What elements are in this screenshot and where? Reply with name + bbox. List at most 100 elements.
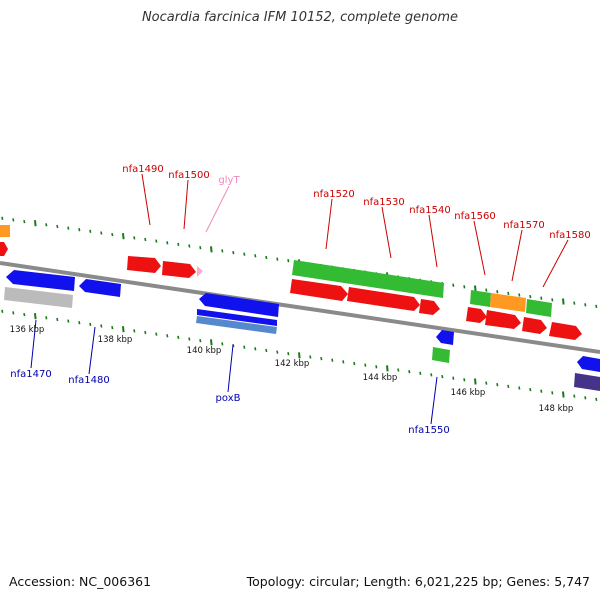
inner-tick xyxy=(89,322,92,327)
inner-tick xyxy=(452,376,455,380)
gene-nfa1500[interactable] xyxy=(162,261,196,278)
outer-tick xyxy=(518,293,521,297)
inner-tick xyxy=(199,339,202,343)
inner-tick xyxy=(67,319,70,323)
gene-steel[interactable] xyxy=(196,316,277,334)
scale-label-148: 148 kbp xyxy=(539,404,574,414)
scale-label-142: 142 kbp xyxy=(275,359,310,369)
gene-poxb[interactable] xyxy=(199,293,279,317)
outer-tick xyxy=(507,291,510,296)
outer-tick xyxy=(232,250,235,255)
inner-tick xyxy=(375,365,378,369)
gene-green-small[interactable] xyxy=(432,347,450,363)
outer-tick xyxy=(265,255,268,260)
outer-tick xyxy=(276,257,279,261)
outer-tick xyxy=(122,233,125,240)
outer-tick xyxy=(540,296,543,300)
inner-tick xyxy=(342,360,345,364)
inner-tick xyxy=(419,371,422,375)
gene-nfa1560[interactable] xyxy=(466,307,487,323)
inner-tick xyxy=(221,342,224,346)
inner-tick xyxy=(309,355,312,359)
outer-tick xyxy=(199,246,202,250)
inner-tick xyxy=(441,374,444,379)
outer-tick xyxy=(23,219,26,224)
scale-label-146: 146 kbp xyxy=(451,388,486,398)
inner-tick xyxy=(463,378,466,382)
label-nfa1570: nfa1570 xyxy=(503,220,544,231)
inner-tick xyxy=(155,332,158,336)
outer-tick xyxy=(188,244,191,248)
inner-tick xyxy=(111,325,114,330)
outer-tick xyxy=(34,220,37,227)
inner-tick xyxy=(430,373,433,377)
gene-nfa1570[interactable] xyxy=(485,310,521,329)
outer-tick xyxy=(221,249,224,253)
label-nfa1540: nfa1540 xyxy=(409,205,450,216)
inner-tick xyxy=(287,352,290,356)
gene-glyt[interactable] xyxy=(197,266,203,277)
gene-nfa1540[interactable] xyxy=(419,299,440,315)
inner-tick xyxy=(254,347,257,351)
outer-tick xyxy=(452,283,455,287)
inner-tick xyxy=(474,378,477,385)
label-nfa1550: nfa1550 xyxy=(408,425,449,436)
gene-nfa1480[interactable] xyxy=(79,279,121,297)
gene-green-long[interactable] xyxy=(292,260,444,298)
accession-text: Accession: NC_006361 xyxy=(9,574,152,589)
inner-tick xyxy=(45,316,48,320)
inner-tick xyxy=(166,334,169,338)
inner-tick xyxy=(331,358,334,362)
gene-nfa1520[interactable] xyxy=(290,279,348,301)
gene-nfa1580-b[interactable] xyxy=(549,322,582,340)
label-nfa1560: nfa1560 xyxy=(454,211,495,222)
map-title: Nocardia farcinica IFM 10152, complete g… xyxy=(141,10,459,25)
outer-tick xyxy=(562,298,565,305)
inner-tick xyxy=(529,387,532,392)
outer-tick xyxy=(254,254,257,258)
gene-nfa1470[interactable] xyxy=(6,270,75,291)
outer-tick xyxy=(89,229,92,233)
inner-tick xyxy=(276,350,279,354)
gene-nfa1530[interactable] xyxy=(347,287,420,311)
inner-tick xyxy=(122,326,125,333)
inner-tick xyxy=(562,391,565,398)
gene-orange-edge[interactable] xyxy=(0,225,10,237)
outer-tick xyxy=(155,239,158,243)
label-nfa1480: nfa1480 xyxy=(68,375,109,386)
outer-tick xyxy=(474,285,477,292)
outer-tick xyxy=(133,236,136,240)
label-nfa1530: nfa1530 xyxy=(363,197,404,208)
gene-nfa1550[interactable] xyxy=(436,330,454,345)
gene-nfa1580-a[interactable] xyxy=(522,317,547,334)
gene-navy-edge[interactable] xyxy=(574,373,600,391)
gene-green-a[interactable] xyxy=(470,290,491,307)
gene-green-b[interactable] xyxy=(526,299,552,317)
scale-label-144: 144 kbp xyxy=(363,373,398,383)
inner-tick xyxy=(78,321,81,325)
upper-gene-labels: nfa1490 nfa1500 glyT nfa1520 nfa1530 nfa… xyxy=(122,164,590,241)
inner-tick xyxy=(100,324,103,328)
inner-tick xyxy=(56,317,59,322)
outer-tick xyxy=(573,301,576,305)
gene-nfa1490[interactable] xyxy=(127,256,161,273)
inner-tick xyxy=(353,361,356,366)
inner-tick xyxy=(397,368,400,372)
inner-tick xyxy=(144,330,147,335)
inner-tick xyxy=(364,363,367,367)
gene-orange-mid[interactable] xyxy=(490,293,526,312)
gene-red-edge[interactable] xyxy=(0,242,8,256)
label-nfa1490: nfa1490 xyxy=(122,164,163,175)
gene-blue-thin[interactable] xyxy=(197,309,277,326)
outer-tick xyxy=(496,290,499,294)
inner-tick xyxy=(496,383,499,387)
gene-blue-edge[interactable] xyxy=(577,356,600,372)
outer-tick xyxy=(67,226,70,230)
outer-tick xyxy=(287,259,290,263)
label-nfa1580: nfa1580 xyxy=(549,230,590,241)
genome-backbone xyxy=(0,261,600,354)
outer-tick xyxy=(584,303,587,307)
gene-grey[interactable] xyxy=(4,287,73,308)
outer-tick xyxy=(243,252,246,256)
